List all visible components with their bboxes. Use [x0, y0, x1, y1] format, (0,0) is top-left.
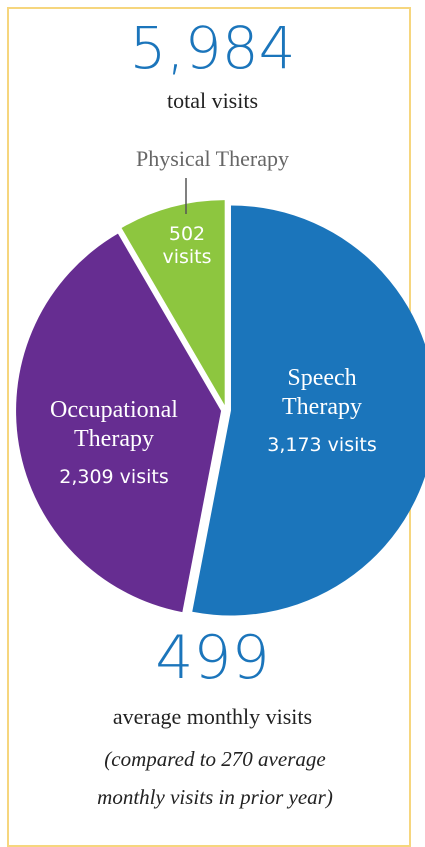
pie-slice	[192, 205, 425, 616]
value-label: 3,173 visits	[267, 434, 377, 456]
category-label: Occupational Therapy	[50, 397, 178, 452]
monthly-number: 499	[155, 623, 270, 693]
category-label: Physical Therapy	[136, 146, 289, 171]
total-caption: total visits	[166, 88, 259, 113]
category-label: Speech Therapy	[282, 365, 362, 420]
total-number: 5,984	[129, 14, 296, 82]
value-label: 502 visits	[162, 223, 212, 268]
monthly-caption: average monthly visits	[112, 704, 313, 729]
comparison-note: (compared to 270 average monthly visits …	[97, 747, 333, 809]
pie-slice	[121, 200, 225, 406]
pie-slice	[16, 233, 222, 613]
value-label: 2,309 visits	[59, 466, 169, 488]
